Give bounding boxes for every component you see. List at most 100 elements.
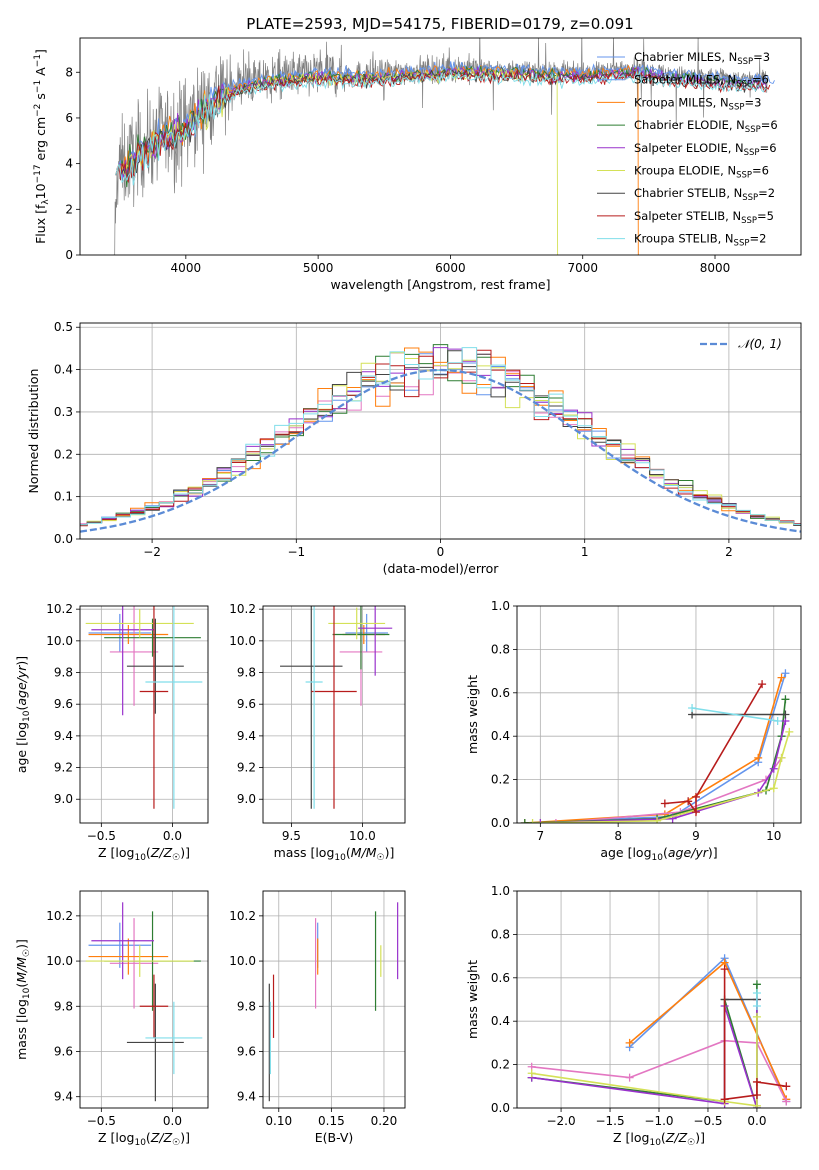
axes-frame — [262, 605, 406, 824]
y-tick-label: 2 — [65, 202, 73, 216]
errorbar-point — [328, 607, 386, 640]
y-tick-label: 0.0 — [54, 532, 73, 546]
y-tick-label: 0.6 — [491, 686, 510, 700]
errorbar-point — [358, 606, 393, 676]
errorbar-point — [88, 922, 152, 968]
x-tick-label: −2.0 — [546, 1114, 575, 1128]
series-marker — [551, 819, 560, 823]
x-tick-label: 9.5 — [282, 829, 301, 843]
y-tick-label: 9.0 — [54, 792, 73, 806]
y-tick-label: 9.4 — [54, 729, 73, 743]
series-marker — [752, 1090, 761, 1099]
series-line — [752, 988, 761, 1011]
series-marker — [754, 753, 763, 762]
errorbar-point — [126, 983, 184, 1102]
y-tick-label: 9.6 — [237, 1044, 256, 1058]
series-marker — [691, 792, 700, 801]
x-axis-label: mass [log10(M/M☉)] — [274, 845, 395, 863]
y-tick-label: 9.8 — [237, 666, 256, 680]
series-path — [524, 699, 787, 823]
series-marker — [769, 784, 778, 793]
y-tick-label: 0.4 — [491, 1014, 510, 1028]
errorbar-point — [332, 606, 390, 670]
x-tick-label: 7 — [537, 829, 545, 843]
x-tick-label: 9 — [692, 829, 700, 843]
y-tick-label: 10.2 — [46, 909, 73, 923]
x-tick-label: 5000 — [303, 261, 334, 275]
series-marker — [752, 1101, 761, 1108]
page-title: PLATE=2593, MJD=54175, FIBERID=0179, z=0… — [246, 15, 633, 33]
y-axis-label: age [log10(age/yr)] — [14, 656, 32, 773]
y-tick-label: 6 — [65, 111, 73, 125]
y-tick-label: 1.0 — [491, 884, 510, 898]
series-marker — [720, 965, 729, 974]
series-marker — [782, 1082, 791, 1091]
y-tick-label: 9.8 — [237, 999, 256, 1013]
y-tick-label: 10.0 — [46, 954, 73, 968]
y-tick-label: 0.0 — [491, 1101, 510, 1115]
series-path — [555, 757, 783, 823]
series-line — [520, 673, 786, 823]
axes-frame — [516, 890, 802, 1109]
massweight-vs-Z-panel: −2.0 −1.5 −1.0 −0.5 0.0 0.0 0.2 0.4 0.6 0.8 1.0 Z [… — [465, 884, 802, 1148]
x-tick-label: 0.10 — [265, 1114, 292, 1128]
y-tick-label: 9.0 — [237, 792, 256, 806]
y-axis-label: mass weight — [465, 960, 480, 1039]
errorbar-point — [139, 974, 169, 1038]
series-line — [527, 1012, 761, 1108]
series-path — [531, 1016, 758, 1107]
series-marker — [684, 797, 693, 806]
errorbar-point — [91, 902, 154, 980]
series-line — [527, 995, 761, 1108]
series-marker — [625, 1038, 634, 1047]
mass-vs-ebv-panel: 0.10 0.15 0.20 9.4 9.6 9.8 10.0 10.2 E(B-V) — [229, 890, 406, 1145]
legend-label: 𝒩(0, 1) — [738, 337, 782, 351]
series-marker — [777, 673, 786, 682]
y-tick-label: 10.0 — [229, 634, 256, 648]
y-tick-label: 9.4 — [54, 1090, 73, 1104]
y-tick-label: 0.3 — [54, 405, 73, 419]
x-tick-label: 0.0 — [163, 829, 182, 843]
axes-frame — [79, 890, 209, 1109]
x-tick-label: 2 — [725, 545, 733, 559]
series-path — [524, 673, 787, 823]
series-marker — [691, 808, 700, 817]
errorbar-point — [345, 613, 388, 652]
x-tick-label: −2 — [143, 545, 161, 559]
x-tick-label: −0.5 — [693, 1114, 722, 1128]
residual-histogram-step — [80, 344, 801, 526]
y-tick-label: 0.6 — [491, 971, 510, 985]
series-marker — [769, 764, 778, 773]
series-marker — [752, 1002, 761, 1011]
x-tick-label: −1.5 — [595, 1114, 624, 1128]
series-marker — [752, 988, 761, 997]
y-tick-label: 0.0 — [491, 816, 510, 830]
errorbar-point — [88, 613, 152, 652]
y-tick-label: 0.1 — [54, 490, 73, 504]
axes-frame — [262, 890, 406, 1109]
axes-frame — [79, 322, 802, 540]
axes-frame — [79, 605, 209, 824]
y-tick-label: 9.4 — [237, 729, 256, 743]
series-path — [524, 677, 783, 823]
series-path — [532, 731, 791, 823]
legend-label: Salpeter ELODIE, NSSP=6 — [634, 141, 777, 158]
y-tick-label: 0.2 — [491, 1058, 510, 1072]
axes-frame — [79, 37, 802, 256]
x-tick-label: −1.0 — [644, 1114, 673, 1128]
series-path — [664, 683, 763, 815]
x-tick-label: 4000 — [171, 261, 202, 275]
x-tick-label: 7000 — [567, 261, 598, 275]
residual-histogram-step — [80, 349, 801, 527]
y-tick-label: 9.2 — [54, 761, 73, 775]
errorbar-point — [85, 945, 194, 977]
x-axis-label: age [log10(age/yr)] — [600, 845, 717, 863]
y-tick-label: 0 — [65, 248, 73, 262]
x-axis-label: E(B-V) — [315, 1130, 354, 1145]
series-path — [691, 707, 778, 722]
x-tick-label: 6000 — [435, 261, 466, 275]
x-axis-label: (data-model)/error — [383, 561, 500, 576]
legend-label: Chabrier STELIB, NSSP=2 — [634, 186, 775, 203]
legend-label: Chabrier ELODIE, NSSP=6 — [634, 118, 778, 135]
series-marker — [752, 1077, 761, 1086]
